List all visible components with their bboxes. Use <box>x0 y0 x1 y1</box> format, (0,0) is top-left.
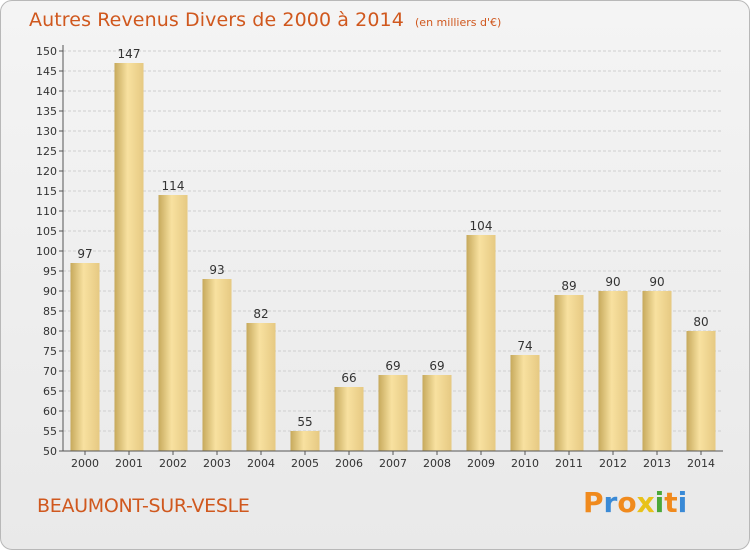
bar-value-label: 69 <box>429 359 444 373</box>
y-tick-label: 135 <box>36 105 57 118</box>
y-tick-label: 50 <box>43 445 57 458</box>
bar-value-label: 82 <box>253 307 268 321</box>
bar-value-label: 74 <box>517 339 532 353</box>
y-tick-label: 145 <box>36 65 57 78</box>
x-tick-label: 2013 <box>643 457 671 470</box>
logo-letter: o <box>617 486 637 519</box>
y-tick-label: 115 <box>36 185 57 198</box>
bar-value-label: 80 <box>693 315 708 329</box>
bar-value-label: 90 <box>605 275 620 289</box>
logo-letter: x <box>636 486 655 519</box>
chart-title: Autres Revenus Divers de 2000 à 2014 <box>29 9 404 31</box>
y-tick-label: 130 <box>36 125 57 138</box>
bar-value-label: 89 <box>561 279 576 293</box>
x-tick-label: 2002 <box>159 457 187 470</box>
x-tick-label: 2006 <box>335 457 363 470</box>
logo-letter: P <box>583 486 604 519</box>
bar-value-label: 147 <box>118 47 141 61</box>
bar-value-label: 66 <box>341 371 356 385</box>
bar <box>246 323 276 451</box>
bars: 97 147 114 93 82 55 66 69 69 104 74 89 90 90 80 <box>70 47 716 451</box>
y-tick-label: 95 <box>43 265 57 278</box>
y-tick-label: 150 <box>36 45 57 58</box>
y-tick-label: 55 <box>43 425 57 438</box>
bar <box>290 431 320 451</box>
y-tick-label: 80 <box>43 325 57 338</box>
x-tick-label: 2005 <box>291 457 319 470</box>
y-tick-label: 105 <box>36 225 57 238</box>
y-tick-label: 70 <box>43 365 57 378</box>
bar-value-label: 55 <box>297 415 312 429</box>
logo-letter: r <box>603 486 618 519</box>
chart-title-block: Autres Revenus Divers de 2000 à 2014 (en… <box>29 9 501 31</box>
bar <box>642 291 672 451</box>
chart-unit-label: (en milliers d'€) <box>415 16 502 29</box>
x-tick-label: 2001 <box>115 457 143 470</box>
town-name: BEAUMONT-SUR-VESLE <box>37 495 250 517</box>
logo-letter: t <box>664 486 678 519</box>
bar <box>422 375 452 451</box>
x-tick-label: 2007 <box>379 457 407 470</box>
y-tick-label: 60 <box>43 405 57 418</box>
bar <box>378 375 408 451</box>
x-tick-label: 2004 <box>247 457 275 470</box>
proxiti-logo: Proxiti <box>583 486 687 519</box>
y-tick-label: 120 <box>36 165 57 178</box>
bar <box>114 63 144 451</box>
x-tick-label: 2000 <box>71 457 99 470</box>
bar-value-label: 114 <box>162 179 185 193</box>
bar-value-label: 90 <box>649 275 664 289</box>
logo-letter: i <box>677 486 688 519</box>
y-tick-label: 85 <box>43 305 57 318</box>
y-tick-label: 90 <box>43 285 57 298</box>
bar <box>158 195 188 451</box>
y-tick-label: 100 <box>36 245 57 258</box>
bar-value-label: 69 <box>385 359 400 373</box>
x-tick-label: 2009 <box>467 457 495 470</box>
y-tick-label: 140 <box>36 85 57 98</box>
bar-value-label: 93 <box>209 263 224 277</box>
bar <box>598 291 628 451</box>
bar <box>70 263 100 451</box>
y-tick-label: 75 <box>43 345 57 358</box>
axes: 50 55 60 65 70 75 80 85 90 95 100 105 110 115 120 125 13… <box>36 45 723 470</box>
x-tick-label: 2011 <box>555 457 583 470</box>
bar <box>554 295 584 451</box>
bar <box>510 355 540 451</box>
y-tick-label: 65 <box>43 385 57 398</box>
x-tick-label: 2010 <box>511 457 539 470</box>
bar <box>686 331 716 451</box>
x-tick-label: 2003 <box>203 457 231 470</box>
x-tick-label: 2012 <box>599 457 627 470</box>
bar <box>466 235 496 451</box>
bar-value-label: 97 <box>77 247 92 261</box>
y-tick-label: 125 <box>36 145 57 158</box>
logo-letter: i <box>654 486 665 519</box>
x-tick-label: 2008 <box>423 457 451 470</box>
x-tick-label: 2014 <box>687 457 715 470</box>
y-tick-label: 110 <box>36 205 57 218</box>
bar <box>334 387 364 451</box>
bar <box>202 279 232 451</box>
bar-value-label: 104 <box>470 219 493 233</box>
